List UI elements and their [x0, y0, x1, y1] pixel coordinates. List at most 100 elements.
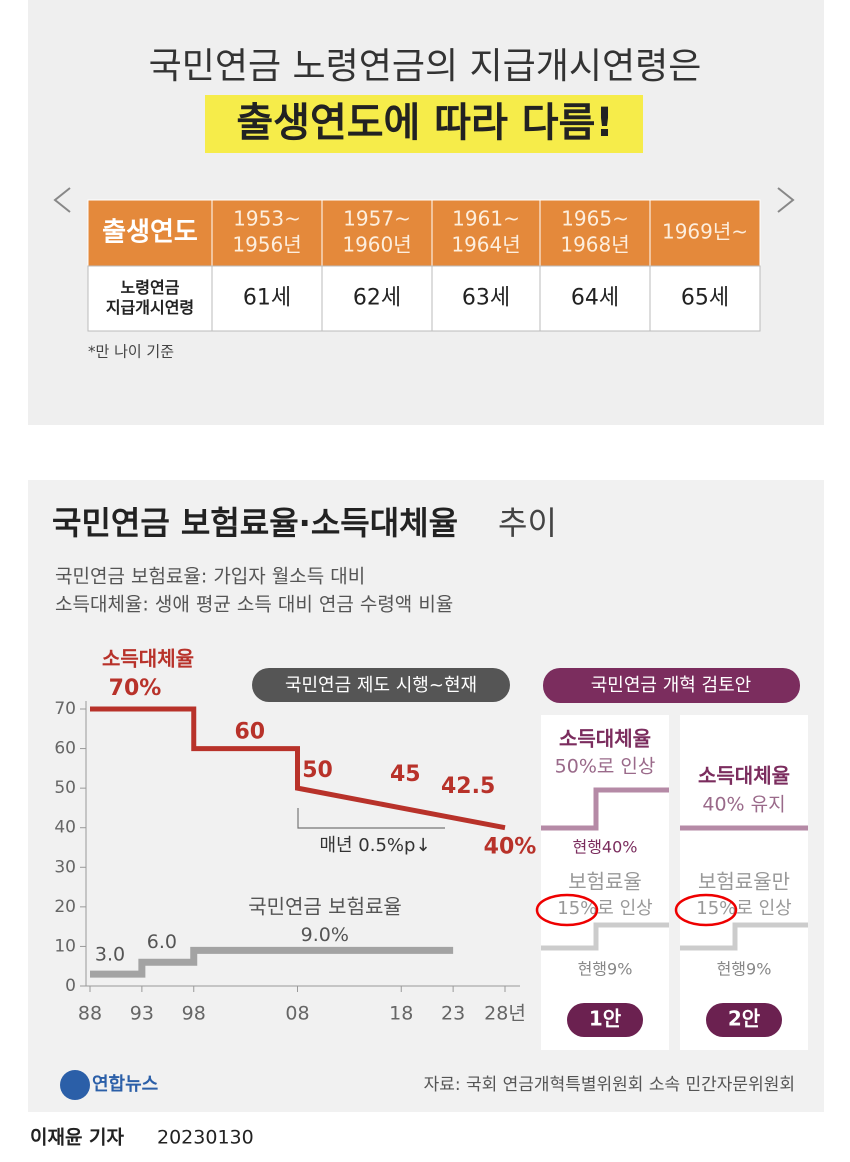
x-tick-label: 23 — [441, 1003, 465, 1025]
table-cell — [539, 265, 651, 332]
cell-text: 1953~ — [233, 207, 301, 231]
y-tick-label: 50 — [54, 778, 76, 798]
deco-step — [541, 787, 669, 831]
header-cell — [649, 199, 761, 267]
cell-text: 1961~ — [452, 207, 520, 231]
deco-step — [541, 922, 669, 951]
proposal-text: 2안 — [728, 1007, 761, 1031]
title: 국민연금 노령연금의 지급개시연령은 — [149, 46, 702, 87]
highlight-box — [205, 95, 643, 153]
subtitle: 국민연금 보험료율: 가입자 월소득 대비 — [55, 566, 365, 588]
y-tick-label: 60 — [54, 739, 76, 759]
table-cell — [649, 265, 761, 332]
cell-text: 1964년 — [451, 233, 520, 257]
cell-text: 1969년~ — [662, 220, 748, 244]
cell-text: 63세 — [462, 286, 510, 311]
red-circle — [535, 893, 599, 927]
period-pill — [252, 668, 510, 702]
prev-arrow[interactable] — [53, 187, 71, 213]
proposal-text: 15%로 인상 — [557, 898, 652, 919]
line-series — [90, 706, 506, 831]
x-tick-label: 93 — [130, 1003, 154, 1025]
header-cell — [321, 199, 433, 267]
cell-text: 65세 — [681, 286, 729, 311]
table-cell — [211, 265, 323, 332]
header-cell — [211, 199, 323, 267]
header-cell — [87, 199, 213, 267]
source: 자료: 국회 연금개혁특별위원회 소속 민간자문위원회 — [424, 1075, 795, 1095]
proposal-text: 소득대체율 — [698, 764, 790, 788]
chart-title: 국민연금 보험료율·소득대체율 — [52, 504, 458, 542]
y-tick-label: 0 — [65, 976, 76, 996]
trend-label: 매년 0.5%p↓ — [319, 835, 430, 856]
proposal-text: 15%로 인상 — [696, 898, 791, 919]
proposal-text: 현행9% — [578, 960, 633, 979]
x-tick-label: 98 — [182, 1003, 206, 1025]
value-label: 40% — [484, 835, 537, 860]
proposal-card — [541, 715, 669, 1050]
chart-title-suffix: 추이 — [498, 504, 557, 542]
date: 20230130 — [157, 1127, 254, 1149]
byline: 이재윤 기자 — [30, 1127, 125, 1149]
proposal-text: 소득대체율 — [559, 727, 651, 751]
proposal-card — [680, 715, 808, 1050]
plan-pill — [706, 1003, 782, 1037]
cell-text: 1965~ — [561, 207, 629, 231]
line-series — [90, 946, 454, 978]
proposal-text: 40% 유지 — [702, 794, 785, 816]
x-tick-label: 18 — [389, 1003, 413, 1025]
proposal-header — [543, 668, 800, 703]
value-label: 6.0 — [147, 931, 177, 953]
deco-step — [680, 922, 808, 951]
y-tick-label: 40 — [54, 818, 76, 838]
logo: 연합뉴스 — [92, 1073, 158, 1095]
x-tick-label: 88 — [78, 1003, 102, 1025]
period-label: 국민연금 제도 시행~현재 — [285, 675, 477, 696]
x-tick-label: 08 — [285, 1003, 309, 1025]
next-arrow[interactable] — [777, 187, 795, 213]
cell-text: 출생연도 — [102, 218, 198, 248]
highlight: 출생연도에 따라 다름! — [236, 100, 613, 146]
value-label: 3.0 — [95, 944, 125, 966]
proposal-text: 현행40% — [572, 838, 637, 857]
red-circle — [674, 893, 738, 927]
cell-text: 61세 — [243, 286, 291, 311]
y-tick-label: 10 — [54, 936, 76, 956]
x-tick-label: 28년 — [484, 1003, 526, 1025]
value-label: 60 — [234, 720, 265, 745]
proposal-text: 1안 — [589, 1007, 622, 1031]
cell-text: 지급개시연령 — [106, 298, 194, 317]
value-label: 70% — [109, 676, 162, 701]
proposal-text: 보험료율만 — [698, 870, 790, 894]
value-label: 42.5 — [441, 774, 495, 799]
cell-text: 1960년 — [342, 233, 411, 257]
value-label: 9.0% — [301, 924, 349, 946]
proposal-header-text: 국민연금 개혁 검토안 — [591, 675, 751, 696]
cell-text: 1956년 — [232, 233, 301, 257]
cell-text: 1968년 — [560, 233, 629, 257]
value-label: 50 — [302, 758, 333, 783]
y-tick-label: 20 — [54, 897, 76, 917]
header-cell — [539, 199, 651, 267]
y-tick-label: 30 — [54, 857, 76, 877]
plan-pill — [567, 1003, 643, 1037]
note: *만 나이 기준 — [88, 343, 174, 361]
logo-icon — [60, 1070, 90, 1100]
trend-bracket — [297, 808, 445, 829]
proposal-text: 보험료율 — [568, 870, 642, 894]
cell-text: 노령연금 — [121, 278, 180, 297]
header-cell — [431, 199, 541, 267]
series-name: 국민연금 보험료율 — [248, 895, 402, 919]
cell-text: 62세 — [353, 286, 401, 311]
cell-text: 1957~ — [343, 207, 411, 231]
proposal-text: 현행9% — [717, 960, 772, 979]
table-cell — [321, 265, 433, 332]
value-label: 45 — [390, 762, 421, 787]
series-name: 소득대체율 — [102, 647, 194, 671]
table-cell — [431, 265, 541, 332]
proposal-text: 50%로 인상 — [555, 756, 656, 778]
subtitle: 소득대체율: 생애 평균 소득 대비 연금 수령액 비율 — [55, 594, 453, 616]
y-tick-label: 70 — [54, 699, 76, 719]
